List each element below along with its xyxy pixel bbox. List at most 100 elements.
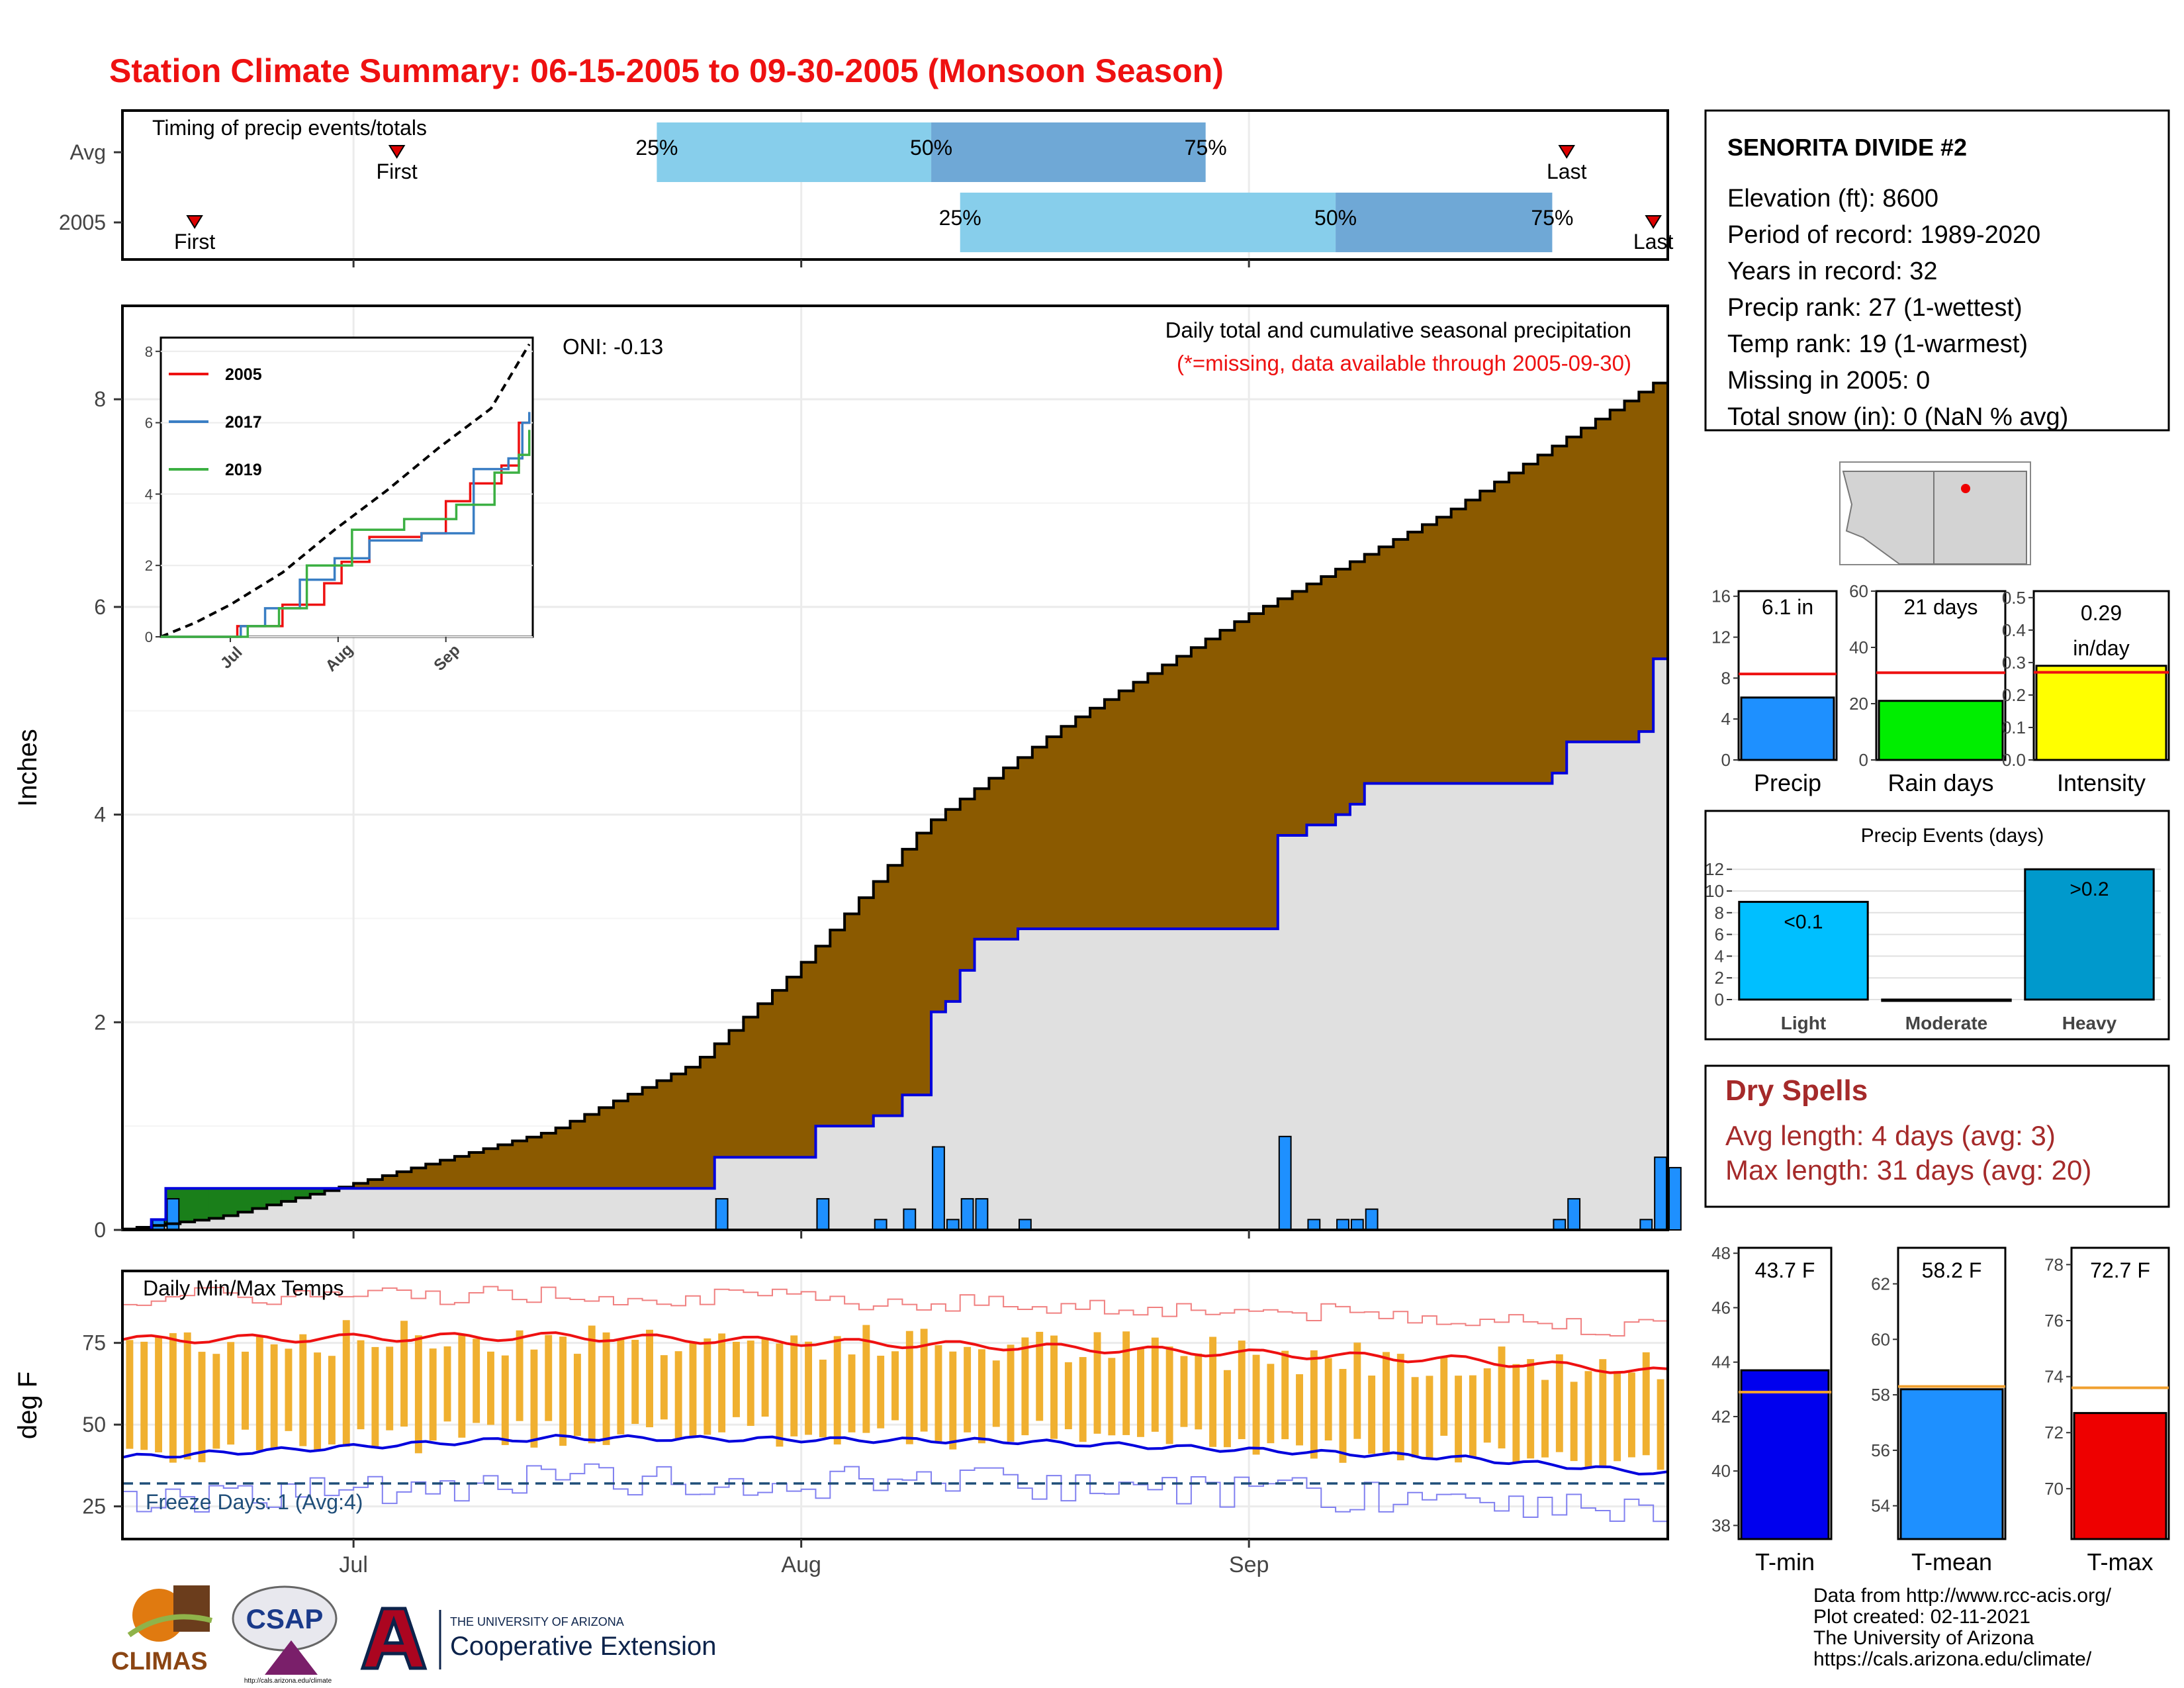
daily-temp-range-bar: [1021, 1337, 1029, 1436]
daily-temp-range-bar: [1512, 1364, 1520, 1464]
daily-temp-range-bar: [126, 1340, 134, 1449]
temp-summary-value-label: 72.7 F: [2090, 1258, 2150, 1282]
temp-summary-bar: [1740, 1369, 1830, 1540]
inset-legend-label: 2005: [225, 365, 262, 384]
daily-temp-range-bar: [1599, 1359, 1607, 1468]
events-y-tick-label: 12: [1705, 859, 1724, 879]
timing-75-label: 75%: [1185, 136, 1227, 160]
timing-first-marker-icon: [388, 145, 406, 159]
station-temp-rank: Temp rank: 19 (1-warmest): [1727, 330, 2028, 358]
tmin-avg-line: [122, 1434, 1668, 1476]
events-bar-label: Moderate: [1905, 1013, 1987, 1033]
daily-temp-range-bar: [1411, 1377, 1419, 1458]
daily-precip-bar: [960, 1197, 974, 1231]
temp-summary-y-tick-label: 72: [2044, 1423, 2064, 1442]
station-info-box: SENORITA DIVIDE #2 Elevation (ft): 8600 …: [1704, 109, 2170, 432]
summary-bar-value: [1878, 700, 2004, 761]
daily-temp-range-bar: [1209, 1336, 1217, 1447]
ua-block-a-icon: [360, 1607, 428, 1670]
cumulative-under-avg-strip: [195, 1220, 210, 1230]
temp-panel-frame: [121, 1270, 1669, 1540]
precip-y-axis-label: Inches: [13, 729, 42, 807]
daily-temp-range-bar: [1093, 1332, 1101, 1434]
daily-temp-range-bar: [1296, 1374, 1303, 1446]
timing-25-label: 25%: [939, 206, 981, 230]
daily-temp-range-bar: [920, 1329, 928, 1432]
temp-summary-value-label: 58.2 F: [1922, 1258, 1982, 1282]
cumulative-excess-strip: [195, 1188, 210, 1221]
timing-row-label: 2005: [59, 211, 106, 234]
missing-data-note: (*=missing, data available through 2005-…: [1177, 351, 1631, 375]
daily-temp-range-bar: [1122, 1331, 1130, 1435]
summary-y-tick-label: 4: [1721, 709, 1731, 729]
timing-last-marker-icon: [1558, 145, 1576, 159]
new-mexico-outline: [1933, 471, 2027, 565]
summary-bar-label: Intensity: [2057, 769, 2146, 796]
csap-logo: CSAP http://cals.arizona.edu/climate: [232, 1585, 338, 1685]
temp-summary-y-tick-label: 46: [1711, 1297, 1731, 1317]
temp-summary-y-tick-label: 62: [1871, 1274, 1890, 1293]
dry-spells-title: Dry Spells: [1725, 1074, 1868, 1107]
daily-temp-range-bar: [819, 1359, 827, 1438]
cumulative-excess-strip: [267, 1188, 282, 1205]
events-bar-value-label: <0.1: [1784, 911, 1823, 933]
daily-temp-range-bar: [299, 1334, 307, 1446]
timing-first-marker-icon: [186, 215, 203, 229]
cumulative-under-avg-strip: [208, 1218, 224, 1230]
daily-precip-bar: [1307, 1219, 1321, 1231]
temp-y-tick-label: 75: [82, 1331, 106, 1355]
temp-summary-y-tick-label: 70: [2044, 1479, 2064, 1499]
daily-temp-range-bar: [862, 1325, 870, 1433]
daily-temp-range-bar: [429, 1348, 437, 1441]
daily-temp-range-bar: [964, 1346, 972, 1432]
csap-logo-text: CSAP: [246, 1603, 324, 1634]
dry-spells-max: Max length: 31 days (avg: 20): [1725, 1154, 2091, 1186]
daily-temp-range-bar: [1310, 1350, 1318, 1459]
climas-logo-text: CLIMAS: [111, 1648, 208, 1675]
daily-temp-range-bar: [1353, 1342, 1361, 1439]
cumulative-avg-line: [122, 381, 1668, 1231]
daily-temp-range-bar: [212, 1354, 220, 1449]
daily-temp-range-bar: [169, 1333, 177, 1463]
events-bar-value-label: >0.2: [2070, 878, 2109, 900]
timing-25-label: 25%: [635, 136, 678, 160]
summary-y-tick-label: 0.2: [2002, 685, 2026, 705]
summary-y-tick-label: 0: [1859, 750, 1868, 770]
precip-y-tick-label: 0: [94, 1218, 106, 1242]
temp-summary-y-tick-label: 54: [1871, 1496, 1890, 1516]
ua-logo-line1: THE UNIVERSITY OF ARIZONA: [450, 1615, 624, 1628]
daily-temp-range-bar: [1627, 1372, 1635, 1458]
temp-summary-label: T-mean: [1911, 1548, 1992, 1575]
daily-precip-bar: [946, 1219, 960, 1231]
temp-x-tick-label: Sep: [1229, 1552, 1269, 1577]
precip-panel: 0 2 4 6 8 Inches ONI: -0.13 Daily total and …: [13, 305, 1682, 1242]
timing-50-label: 50%: [910, 136, 952, 160]
daily-temp-range-bar: [1007, 1344, 1015, 1442]
timing-panel: Avg 25% 50% 75% First Last 2005 25% 50% 75% First L…: [59, 109, 1674, 267]
daily-temp-range-bar: [631, 1340, 639, 1425]
summary-bar-value-unit: in/day: [2073, 636, 2129, 660]
temp-x-tick-label: Aug: [781, 1552, 821, 1577]
inset-legend-label: 2019: [225, 461, 262, 479]
daily-precip-bar: [932, 1146, 945, 1231]
record-high-line: [122, 1286, 1668, 1336]
daily-temp-range-bar: [443, 1346, 451, 1422]
daily-temp-range-bar: [747, 1340, 754, 1427]
daily-temp-range-bar: [1079, 1357, 1087, 1442]
daily-temp-range-bar: [1383, 1352, 1390, 1453]
daily-temp-range-bar: [877, 1356, 885, 1429]
events-y-tick-label: 8: [1715, 903, 1724, 923]
daily-temp-range-bar: [1584, 1371, 1592, 1468]
summary-y-tick-label: 0.1: [2002, 718, 2026, 737]
temp-summary-y-tick-label: 76: [2044, 1311, 2064, 1331]
university-of-arizona-logo: THE UNIVERSITY OF ARIZONA Cooperative Ex…: [360, 1607, 716, 1670]
daily-temp-range-bar: [1527, 1359, 1535, 1459]
daily-temp-range-bar: [790, 1335, 798, 1436]
daily-precip-bar: [1350, 1219, 1364, 1231]
temp-y-tick-label: 25: [82, 1495, 106, 1519]
daily-precip-bar: [874, 1219, 887, 1231]
ua-logo-line2: Cooperative Extension: [450, 1632, 716, 1661]
temp-y-tick-label: 50: [82, 1413, 106, 1436]
daily-temp-range-bar: [414, 1335, 422, 1454]
daily-temp-range-bar: [227, 1342, 235, 1445]
